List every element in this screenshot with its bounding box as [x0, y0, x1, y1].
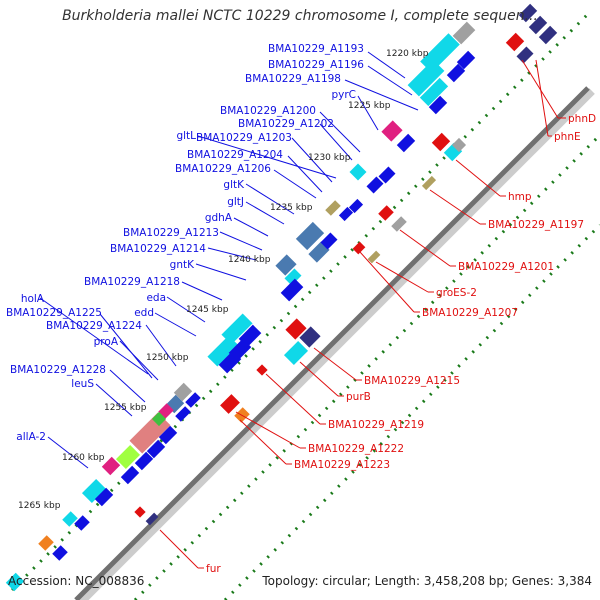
- gene-label: BMA10229_A1219: [328, 419, 424, 431]
- gene-label: purB: [346, 391, 371, 403]
- gene-label: BMA10229_A1228: [10, 364, 106, 376]
- gene-label: phnD: [568, 113, 596, 125]
- reverse-gene-labels: phnD phnE hmp BMA10229_A1197 BMA10229_A1…: [206, 113, 596, 575]
- kbp-tick-label: 1235 kbp: [270, 203, 313, 213]
- gene-label: BMA10229_A1204: [187, 149, 283, 161]
- kbp-tick-label: 1255 kbp: [104, 403, 147, 413]
- gene-label: holA: [21, 293, 45, 305]
- gene-label: BMA10229_A1196: [268, 59, 364, 71]
- gene-label: leuS: [71, 378, 94, 390]
- gene-label: BMA10229_A1201: [458, 261, 554, 273]
- gene-label: BMA10229_A1197: [488, 219, 584, 231]
- kbp-tick-label: 1245 kbp: [186, 305, 229, 315]
- gene-label: BMA10229_A1222: [308, 443, 404, 455]
- gene-label: BMA10229_A1215: [364, 375, 460, 387]
- kbp-tick-label: 1230 kbp: [308, 153, 351, 163]
- gene-label: gltL: [176, 130, 196, 142]
- kbp-tick-labels: 1220 kbp 1225 kbp 1230 kbp 1235 kbp 1240…: [18, 49, 429, 511]
- gene-label: BMA10229_A1193: [268, 43, 364, 55]
- tick-row-outer-right: [223, 223, 600, 600]
- blue-leader-lines: [39, 51, 419, 469]
- accession-text: Accession: NC_008836: [8, 574, 145, 588]
- gene-label: BMA10229_A1225: [6, 307, 102, 319]
- gene-label: groES-2: [436, 287, 477, 299]
- gene-label: proA: [94, 336, 119, 348]
- gene-label: gltK: [223, 179, 245, 191]
- tick-row-inner-right: [133, 133, 600, 600]
- forward-gene-labels: BMA10229_A1193 BMA10229_A1196 BMA10229_A…: [6, 43, 364, 443]
- gene-label: BMA10229_A1206: [175, 163, 271, 175]
- gene-label: BMA10229_A1223: [294, 459, 390, 471]
- gene-label: BMA10229_A1213: [123, 227, 219, 239]
- gene-label: allA-2: [16, 431, 46, 443]
- gene-label: BMA10229_A1218: [84, 276, 180, 288]
- gene-label: BMA10229_A1200: [220, 105, 316, 117]
- kbp-tick-label: 1250 kbp: [146, 353, 189, 363]
- map-title: Burkholderia mallei NCTC 10229 chromosom…: [62, 8, 538, 24]
- kbp-tick-label: 1225 kbp: [348, 101, 391, 111]
- backbone: [74, 86, 590, 600]
- reverse-features: [134, 32, 534, 526]
- gene-label: edd: [134, 307, 154, 319]
- gene-label: BMA10229_A1214: [110, 243, 206, 255]
- gene-label: eda: [146, 292, 166, 304]
- gene-label: pyrC: [331, 89, 356, 101]
- gene-label: BMA10229_A1203: [196, 132, 292, 144]
- gene-label: BMA10229_A1207: [422, 307, 518, 319]
- gene-label: BMA10229_A1198: [245, 73, 341, 85]
- tick-row-inner-left: [10, 10, 592, 592]
- kbp-tick-label: 1240 kbp: [228, 255, 271, 265]
- kbp-tick-label: 1265 kbp: [18, 501, 61, 511]
- forward-features: [5, 3, 558, 592]
- gene-label: BMA10229_A1202: [238, 118, 334, 130]
- red-leader-lines: [159, 59, 566, 569]
- gene-label: phnE: [554, 131, 581, 143]
- backbone-shadow: [77, 88, 595, 600]
- gene-label: BMA10229_A1224: [46, 320, 142, 332]
- kbp-tick-label: 1260 kbp: [62, 453, 105, 463]
- gene-label: gltJ: [227, 196, 244, 208]
- gene-label: hmp: [508, 191, 532, 203]
- gene-label: gntK: [170, 259, 195, 271]
- kbp-tick-label: 1220 kbp: [386, 49, 429, 59]
- genome-summary-text: Topology: circular; Length: 3,458,208 bp…: [262, 574, 592, 588]
- gene-label: fur: [206, 563, 221, 575]
- gene-label: gdhA: [205, 212, 233, 224]
